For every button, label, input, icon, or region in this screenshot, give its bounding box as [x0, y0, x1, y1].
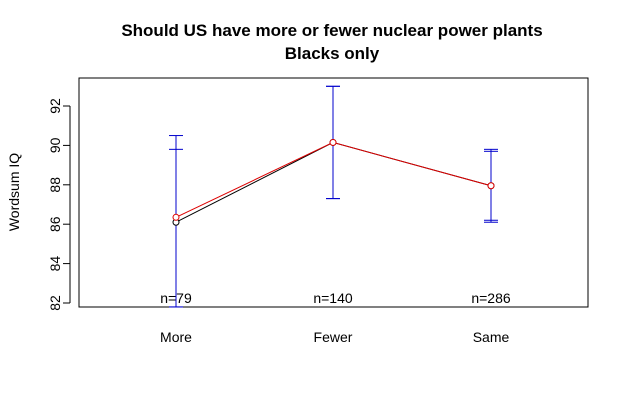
chart-title: Should US have more or fewer nuclear pow…: [121, 21, 542, 40]
n-label-2: n=286: [471, 290, 511, 306]
chart-subtitle: Blacks only: [285, 44, 380, 63]
y-axis: 82 84 86 88 90 92: [47, 98, 71, 311]
y-tick-label-84: 84: [47, 256, 63, 272]
y-tick-label-88: 88: [47, 177, 63, 193]
plot-frame: [78, 77, 589, 308]
series-point-red-1: [329, 138, 337, 146]
n-labels: n=79 n=140 n=286: [160, 290, 511, 306]
y-tick-label-92: 92: [47, 98, 63, 114]
y-axis-label: Wordsum IQ: [6, 153, 22, 231]
x-tick-label-fewer: Fewer: [314, 329, 353, 345]
y-tick-label-82: 82: [47, 295, 63, 311]
data-series: [172, 138, 495, 226]
series-point-red-0: [172, 213, 180, 221]
x-tick-label-more: More: [160, 329, 192, 345]
x-axis: More Fewer Same: [160, 329, 509, 345]
series-point-red-2: [487, 182, 495, 190]
y-tick-label-86: 86: [47, 216, 63, 232]
n-label-1: n=140: [313, 290, 353, 306]
n-label-0: n=79: [160, 290, 192, 306]
y-tick-label-90: 90: [47, 137, 63, 153]
x-tick-label-same: Same: [473, 329, 510, 345]
